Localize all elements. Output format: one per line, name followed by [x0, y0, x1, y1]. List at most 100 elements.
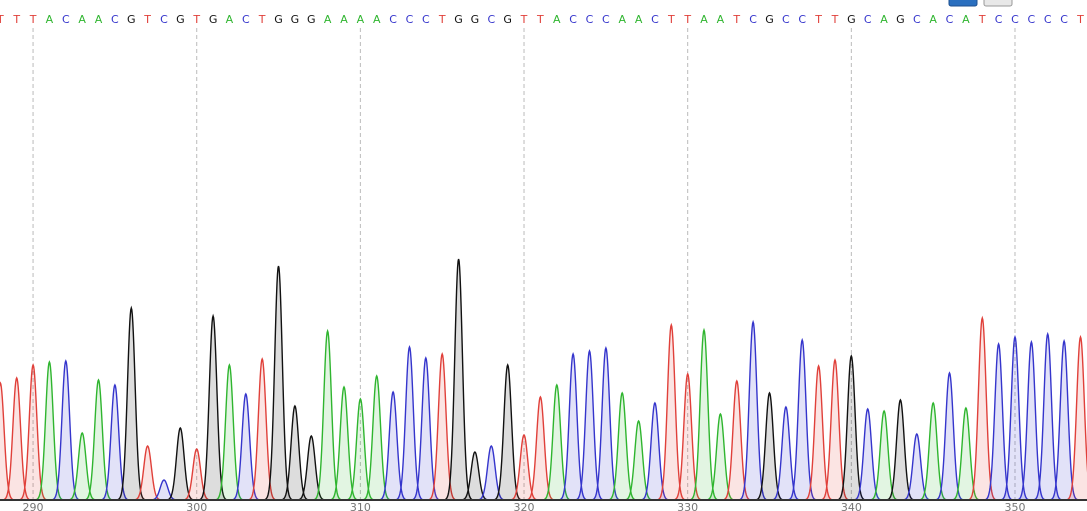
- base-call: G: [274, 13, 283, 26]
- trace-peak: [952, 406, 980, 501]
- x-tick-label: 290: [23, 501, 44, 511]
- trace-peak: [542, 383, 571, 501]
- base-call: C: [1028, 13, 1036, 26]
- base-call: T: [12, 13, 20, 26]
- base-call: T: [258, 13, 266, 26]
- base-call: T: [143, 13, 151, 26]
- base-call: C: [389, 13, 397, 26]
- trace-peak: [559, 352, 587, 501]
- trace-peak: [297, 434, 326, 501]
- trace-peak: [117, 305, 146, 501]
- trace-peak: [166, 426, 195, 501]
- base-call: T: [520, 13, 528, 26]
- trace-peak: [199, 313, 227, 501]
- base-call: A: [324, 13, 332, 26]
- trace-peak: [1066, 334, 1087, 501]
- trace-peak: [412, 356, 440, 501]
- trace-peak: [215, 363, 244, 501]
- trace-peak: [723, 379, 751, 501]
- trace-peak: [248, 357, 276, 501]
- trace-peak: [313, 328, 342, 501]
- base-call: G: [847, 13, 856, 26]
- trace-peak: [493, 363, 522, 501]
- trace-peak: [232, 392, 260, 501]
- trace-peak: [706, 412, 735, 501]
- base-call: A: [340, 13, 348, 26]
- base-call: T: [667, 13, 675, 26]
- trace-peak: [84, 378, 113, 501]
- base-call: T: [1076, 13, 1084, 26]
- base-call: A: [929, 13, 937, 26]
- base-call: T: [683, 13, 691, 26]
- base-call: C: [864, 13, 872, 26]
- trace-peak: [477, 445, 506, 501]
- base-call: G: [454, 13, 463, 26]
- base-call: C: [586, 13, 594, 26]
- base-call: A: [700, 13, 708, 26]
- base-call: C: [1044, 13, 1052, 26]
- base-call: C: [1011, 13, 1019, 26]
- base-call: T: [978, 13, 986, 26]
- base-call: G: [291, 13, 300, 26]
- trace-peak: [641, 401, 669, 501]
- base-call: C: [651, 13, 659, 26]
- base-call: C: [242, 13, 250, 26]
- x-tick-label: 350: [1004, 501, 1025, 511]
- x-tick-label: 310: [350, 501, 371, 511]
- trace-peak: [821, 358, 849, 501]
- base-call: A: [78, 13, 86, 26]
- trace-peak: [886, 398, 915, 501]
- trace-peak: [1050, 338, 1078, 501]
- x-tick-label: 300: [186, 501, 207, 511]
- base-call: A: [618, 13, 626, 26]
- view-button[interactable]: [983, 0, 1013, 7]
- trace-peak: [575, 349, 604, 501]
- trace-peak: [281, 404, 309, 501]
- trace-peak: [673, 372, 702, 501]
- trace-peak: [510, 433, 538, 501]
- trace-peak: [624, 419, 653, 501]
- trace-peak: [346, 397, 375, 501]
- trace-peak: [362, 374, 391, 501]
- trace-peak: [52, 359, 80, 501]
- base-call: C: [749, 13, 757, 26]
- base-call: T: [732, 13, 740, 26]
- base-call: G: [209, 13, 218, 26]
- base-call: C: [913, 13, 921, 26]
- trace-peak: [35, 360, 64, 501]
- base-call: A: [373, 13, 381, 26]
- trace-peak: [968, 315, 997, 501]
- base-call: A: [880, 13, 888, 26]
- base-call: A: [357, 13, 365, 26]
- trace-peak: [428, 352, 456, 501]
- trace-peak: [870, 409, 898, 501]
- base-call: C: [487, 13, 495, 26]
- trace-peak: [804, 364, 833, 501]
- trace-peak: [0, 381, 15, 501]
- base-call: G: [765, 13, 774, 26]
- trace-peak: [1033, 331, 1062, 501]
- base-call: G: [176, 13, 185, 26]
- base-call: A: [717, 13, 725, 26]
- trace-peak: [444, 258, 473, 501]
- trace-peak: [2, 376, 31, 501]
- base-call: G: [307, 13, 316, 26]
- base-call: C: [569, 13, 577, 26]
- x-tick-label: 320: [514, 501, 535, 511]
- trace-peak: [461, 451, 489, 501]
- trace-peak: [592, 346, 620, 501]
- base-call: C: [422, 13, 430, 26]
- base-call: C: [406, 13, 414, 26]
- trace-peak: [935, 371, 964, 501]
- trace-peak: [984, 342, 1013, 501]
- view-button[interactable]: [948, 0, 978, 7]
- base-call: C: [111, 13, 119, 26]
- base-call: T: [0, 13, 4, 26]
- x-tick-label: 330: [677, 501, 698, 511]
- trace-peak: [788, 337, 816, 501]
- base-call: A: [553, 13, 561, 26]
- trace-peak: [853, 407, 882, 501]
- base-call: C: [62, 13, 70, 26]
- x-tick-label: 340: [841, 501, 862, 511]
